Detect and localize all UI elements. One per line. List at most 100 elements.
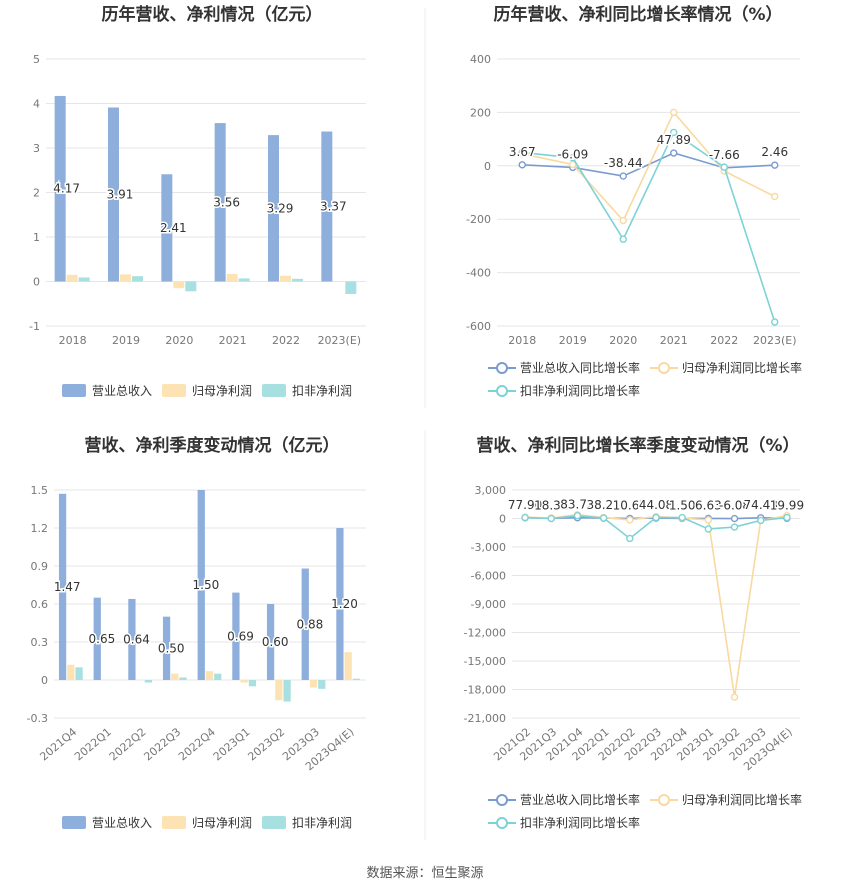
- data-label: 3.29: [267, 201, 294, 215]
- bar-2: [280, 275, 291, 282]
- x-tick-label: 2022Q2: [107, 725, 149, 763]
- y-tick-label: -15,000: [464, 655, 506, 668]
- data-point: [670, 108, 678, 117]
- data-label: 1.20: [331, 597, 358, 611]
- y-tick-label: 1.2: [31, 522, 49, 535]
- data-label: 2.46: [761, 145, 788, 159]
- legend-swatch: [162, 816, 186, 829]
- legend-swatch: [62, 384, 86, 397]
- chart-title: 历年营收、净利情况（亿元）: [102, 4, 323, 25]
- y-tick-label: -12,000: [464, 627, 506, 640]
- bar-1: [321, 131, 333, 282]
- y-tick-label: 200: [470, 106, 491, 119]
- y-tick-label: -200: [466, 213, 491, 226]
- bar-3: [78, 277, 90, 282]
- data-point: [521, 513, 529, 522]
- legend-swatch: [62, 816, 86, 829]
- bar-3: [292, 278, 303, 282]
- bar-2: [171, 673, 179, 680]
- y-tick-label: -21,000: [464, 712, 506, 725]
- legend-swatch: [496, 794, 508, 806]
- legend-label: 营业总收入同比增长率: [520, 360, 640, 375]
- bar-3: [132, 276, 143, 282]
- series-line-2: [525, 513, 788, 698]
- bar-1: [301, 568, 309, 680]
- data-point: [771, 192, 779, 201]
- y-tick-label: 0: [41, 674, 48, 687]
- data-point: [678, 513, 686, 522]
- legend-swatch: [496, 385, 508, 397]
- y-tick-label: -600: [466, 320, 491, 333]
- data-label: 0.60: [262, 635, 289, 649]
- y-tick-label: 4: [33, 98, 40, 111]
- data-point: [704, 516, 713, 524]
- x-tick-label: 2021: [660, 334, 688, 347]
- bar-2: [240, 680, 248, 683]
- bar-1: [93, 597, 101, 680]
- data-point: [518, 148, 526, 157]
- legend-swatch: [496, 817, 508, 829]
- legend-swatch: [262, 816, 286, 829]
- y-tick-label: 3: [33, 142, 40, 155]
- bar-2: [67, 664, 75, 680]
- bar-3: [318, 680, 326, 689]
- y-tick-label: 0.9: [31, 560, 49, 573]
- data-label: 3.56: [213, 195, 240, 209]
- bar-2: [173, 281, 185, 289]
- data-label: -7.66: [709, 148, 740, 162]
- bar-1: [58, 493, 67, 680]
- bar-2: [120, 274, 131, 282]
- data-label: 1.50: [669, 498, 696, 512]
- bar-1: [161, 174, 173, 282]
- data-label: 3.91: [107, 188, 134, 202]
- bar-2: [344, 652, 352, 680]
- data-label: -6.09: [557, 147, 588, 161]
- bar-2: [275, 680, 283, 701]
- data-label: 10.67: [613, 498, 647, 512]
- y-tick-label: -18,000: [464, 684, 506, 697]
- data-point: [771, 318, 779, 326]
- data-label: 0.64: [123, 632, 150, 646]
- bar-1: [54, 95, 66, 282]
- chart-1: 历年营收、净利情况（亿元） -1 0 1 2 3 4 5 2018 2019 2020 2021 202…: [29, 4, 366, 398]
- bar-3: [144, 680, 153, 683]
- bar-2: [66, 274, 78, 282]
- x-tick-label: 2019: [559, 334, 587, 347]
- y-tick-label: -1: [29, 320, 40, 333]
- legend-label: 扣非净利润: [292, 384, 352, 398]
- legend-label: 归母净利润: [192, 384, 252, 398]
- data-point: [783, 513, 791, 522]
- data-point: [771, 161, 779, 169]
- data-label: 1.50: [193, 578, 220, 592]
- x-tick-label: 2023Q2: [245, 725, 287, 763]
- bar-3: [179, 677, 187, 680]
- data-label: 3.37: [320, 200, 347, 214]
- x-tick-label: 2018: [508, 334, 536, 347]
- data-label: -38.44: [604, 156, 643, 170]
- x-tick-label: 2020: [609, 334, 637, 347]
- bar-1: [268, 135, 279, 282]
- data-point: [573, 511, 582, 520]
- legend-swatch: [658, 794, 670, 806]
- legend-label: 营业总收入同比增长率: [520, 792, 640, 807]
- data-label: 74.43: [744, 498, 778, 512]
- data-point: [704, 525, 713, 533]
- bar-1: [128, 598, 136, 680]
- bar-1: [162, 616, 171, 680]
- data-point: [619, 216, 627, 225]
- y-tick-label: 2: [33, 187, 40, 200]
- legend-label: 营业总收入: [92, 384, 152, 398]
- data-point: [599, 514, 608, 522]
- legend-swatch: [496, 362, 508, 374]
- data-label: 3.67: [509, 145, 536, 159]
- bar-1: [197, 490, 205, 680]
- y-tick-label: -400: [466, 267, 491, 280]
- series-line-2: [522, 110, 776, 222]
- data-label: 83.76: [560, 498, 594, 512]
- data-point: [626, 516, 634, 524]
- legend-label: 归母净利润: [192, 816, 252, 830]
- x-tick-label: 2021: [219, 334, 247, 347]
- chart-3: 营收、净利季度变动情况（亿元） -0.3 0 0.3 0.6 0.9 1.2 1.5 2021Q…: [27, 435, 366, 830]
- y-tick-label: 0: [33, 276, 40, 289]
- legend-label: 扣非净利润同比增长率: [520, 383, 640, 398]
